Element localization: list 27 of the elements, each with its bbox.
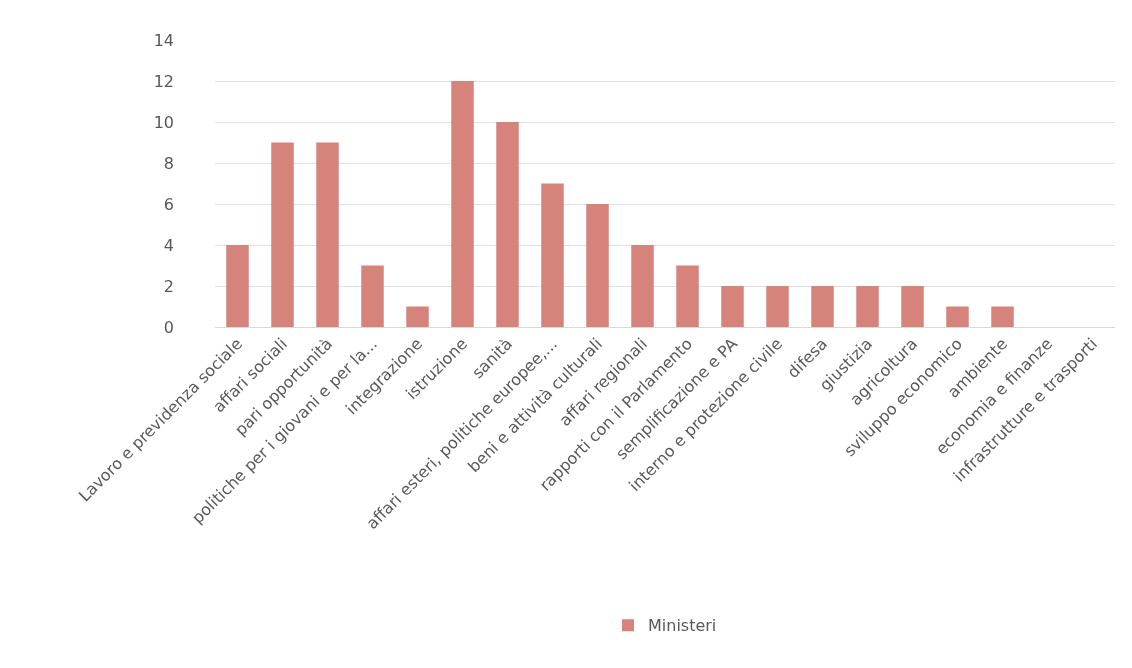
bar: [901, 286, 924, 327]
bar: [721, 286, 744, 327]
bar: [496, 122, 519, 327]
bar: [406, 306, 429, 327]
bar: [856, 286, 879, 327]
bar: [631, 245, 654, 327]
bar: [541, 183, 564, 327]
y-tick-label: 2: [163, 276, 174, 296]
legend-label: Ministeri: [648, 616, 717, 636]
bar: [451, 81, 474, 327]
bar: [361, 265, 384, 327]
y-tick-label: 0: [163, 317, 174, 337]
y-tick-label: 8: [163, 153, 174, 173]
y-tick-label: 10: [153, 112, 174, 132]
bar: [766, 286, 789, 327]
bar: [676, 265, 699, 327]
bar: [946, 306, 969, 327]
bar: [586, 204, 609, 327]
bar: [316, 142, 339, 327]
bar: [991, 306, 1014, 327]
y-tick-label: 14: [153, 30, 174, 50]
bar: [226, 245, 249, 327]
y-tick-label: 6: [163, 194, 174, 214]
y-tick-label: 4: [163, 235, 174, 255]
y-tick-label: 12: [153, 71, 174, 91]
bar: [271, 142, 294, 327]
bar: [811, 286, 834, 327]
